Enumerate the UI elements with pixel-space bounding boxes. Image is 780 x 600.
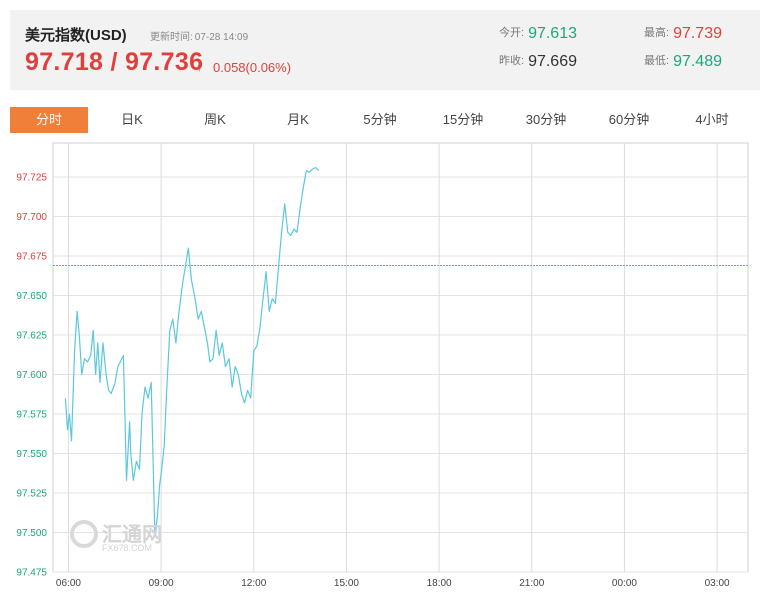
y-tick-label: 97.650 xyxy=(16,291,47,302)
high-label: 最高: xyxy=(644,27,670,39)
open-value: 97.613 xyxy=(528,25,577,42)
low-value: 97.489 xyxy=(673,53,722,70)
y-tick-label: 97.725 xyxy=(16,173,47,184)
x-tick-label: 06:00 xyxy=(56,578,81,589)
tab-15min[interactable]: 15分钟 xyxy=(442,112,484,127)
y-tick-label: 97.500 xyxy=(16,528,47,539)
tab-monthly-k[interactable]: 月K xyxy=(287,112,309,127)
timeframe-tabs: 分时 日K 周K 月K 5分钟 15分钟 30分钟 60分钟 4小时 xyxy=(10,107,760,133)
update-time-value: 07-28 14:09 xyxy=(194,32,249,43)
x-tick-label: 09:00 xyxy=(149,578,174,589)
x-tick-label: 15:00 xyxy=(334,578,359,589)
instrument-title: 美元指数(USD) xyxy=(25,27,127,44)
high-value: 97.739 xyxy=(673,25,722,42)
bid-ask-price: 97.718 / 97.736 xyxy=(25,48,204,76)
y-tick-label: 97.600 xyxy=(16,370,47,381)
x-tick-label: 18:00 xyxy=(427,578,452,589)
tab-4hour[interactable]: 4小时 xyxy=(695,112,729,127)
y-tick-label: 97.575 xyxy=(16,410,47,421)
tab-5min[interactable]: 5分钟 xyxy=(363,112,397,127)
intraday-chart: 97.725 97.700 97.675 97.650 97.625 97.600 97.5… xyxy=(16,142,749,589)
plot-border xyxy=(52,142,749,573)
y-tick-label: 97.475 xyxy=(16,568,47,579)
open-label: 今开: xyxy=(499,27,525,39)
quote-header: 美元指数(USD) 更新时间: 07-28 14:09 97.718 / 97.7… xyxy=(10,10,760,90)
update-time: 更新时间: 07-28 14:09 xyxy=(150,28,248,43)
tab-60min[interactable]: 60分钟 xyxy=(608,112,650,127)
prev-close-label: 昨收: xyxy=(499,55,525,67)
tab-daily-k[interactable]: 日K xyxy=(121,112,143,127)
watermark-circle-icon xyxy=(70,520,98,548)
y-tick-label: 97.675 xyxy=(16,252,47,263)
x-tick-label: 03:00 xyxy=(705,578,730,589)
x-tick-label: 00:00 xyxy=(612,578,637,589)
tab-weekly-k[interactable]: 周K xyxy=(204,112,226,127)
high-stat: 最高: 97.739 xyxy=(644,24,722,43)
x-tick-label: 21:00 xyxy=(519,578,544,589)
prev-close-value: 97.669 xyxy=(528,53,577,70)
low-label: 最低: xyxy=(644,55,670,67)
prev-close-stat: 昨收: 97.669 xyxy=(499,52,577,71)
tab-30min[interactable]: 30分钟 xyxy=(525,112,567,127)
watermark-url: FX678.COM xyxy=(102,543,153,553)
update-time-label: 更新时间: xyxy=(150,32,193,43)
x-tick-label: 12:00 xyxy=(241,578,266,589)
price-line-series xyxy=(64,166,320,537)
y-tick-label: 97.625 xyxy=(16,331,47,342)
y-tick-label: 97.550 xyxy=(16,449,47,460)
up-arrow-icon: ↑ xyxy=(196,59,203,74)
y-tick-label: 97.525 xyxy=(16,489,47,500)
watermark-name: 汇通网 xyxy=(102,524,162,546)
low-stat: 最低: 97.489 xyxy=(644,52,722,71)
tab-intraday[interactable]: 分时 xyxy=(10,107,88,133)
price-change: 0.058(0.06%) xyxy=(213,60,292,75)
open-stat: 今开: 97.613 xyxy=(499,24,577,43)
y-tick-label: 97.700 xyxy=(16,212,47,223)
